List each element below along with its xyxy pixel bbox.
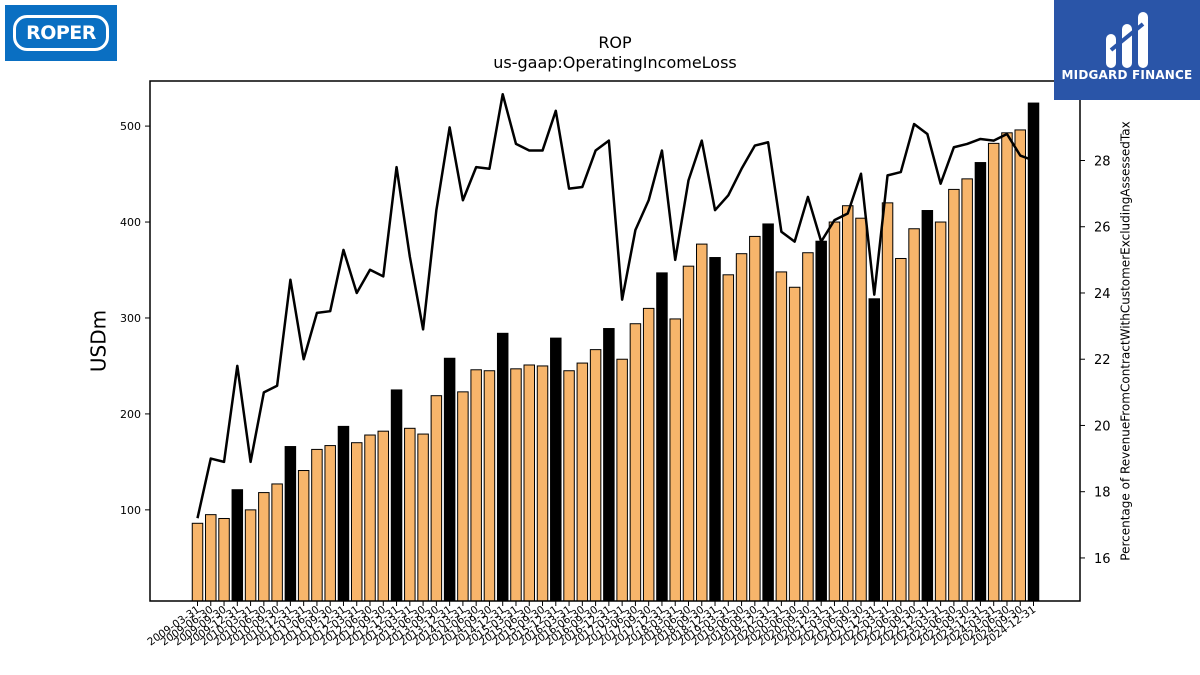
bar bbox=[735, 253, 748, 602]
bar bbox=[629, 323, 642, 602]
bars-group bbox=[191, 102, 1040, 602]
bar bbox=[576, 362, 589, 602]
bar bbox=[191, 522, 204, 602]
midgard-finance-logo: MIDGARD FINANCE bbox=[1054, 0, 1200, 100]
bar bbox=[417, 433, 429, 602]
bar bbox=[205, 514, 217, 602]
bar bbox=[536, 365, 549, 602]
bar bbox=[1027, 102, 1040, 602]
y-axis-label: USDm bbox=[87, 310, 111, 372]
y2-tick-label: 26 bbox=[1094, 221, 1111, 236]
bar bbox=[722, 274, 735, 602]
roper-logo-badge: ROPER bbox=[13, 15, 109, 51]
bar bbox=[828, 221, 841, 602]
bar bbox=[974, 162, 987, 602]
bar bbox=[1001, 132, 1013, 602]
midgard-logo-icon bbox=[1106, 12, 1148, 68]
roper-logo-text: ROPER bbox=[26, 22, 96, 44]
bar bbox=[749, 235, 761, 602]
bar bbox=[311, 448, 323, 602]
y2-tick-label: 20 bbox=[1094, 419, 1111, 434]
bar bbox=[855, 217, 867, 602]
bar bbox=[788, 286, 801, 602]
bar bbox=[430, 395, 443, 602]
bar bbox=[324, 445, 336, 602]
bar bbox=[337, 425, 350, 602]
bar bbox=[510, 368, 522, 602]
bar bbox=[616, 358, 628, 602]
bar bbox=[815, 240, 827, 602]
bar bbox=[841, 205, 854, 602]
bar bbox=[961, 178, 973, 602]
bar bbox=[271, 483, 283, 602]
bar bbox=[895, 257, 907, 602]
y2-axis-label: Percentage of RevenueFromContractWithCus… bbox=[1119, 121, 1133, 560]
bar bbox=[563, 370, 575, 602]
y2-tick-label: 28 bbox=[1094, 154, 1111, 169]
bar bbox=[589, 349, 602, 602]
y-tick-label: 200 bbox=[120, 408, 141, 421]
bar bbox=[218, 517, 230, 602]
bar bbox=[642, 307, 655, 602]
midgard-logo-text: MIDGARD FINANCE bbox=[1061, 68, 1193, 82]
bar bbox=[523, 364, 535, 602]
bar bbox=[470, 369, 482, 602]
bar bbox=[868, 298, 881, 602]
y2-tick-label: 16 bbox=[1094, 552, 1111, 567]
y-tick-label: 400 bbox=[120, 216, 141, 229]
bar bbox=[696, 243, 708, 602]
bar bbox=[258, 492, 270, 602]
chart-subtitle: us-gaap:OperatingIncomeLoss bbox=[493, 53, 737, 72]
y-tick-label: 300 bbox=[120, 312, 141, 325]
axes-group: 10020030040050016182022242628302009-03-3… bbox=[120, 80, 1111, 648]
bar bbox=[908, 228, 920, 602]
y-tick-label: 100 bbox=[120, 504, 141, 517]
bar bbox=[496, 332, 509, 602]
bar bbox=[483, 370, 496, 602]
bar bbox=[231, 489, 244, 602]
y-tick-label: 500 bbox=[120, 120, 141, 133]
bar bbox=[656, 272, 668, 602]
roper-logo: ROPER bbox=[5, 5, 117, 61]
bar bbox=[404, 427, 416, 602]
bar bbox=[244, 509, 257, 602]
bar bbox=[669, 318, 681, 602]
y2-tick-label: 22 bbox=[1094, 353, 1111, 368]
y2-tick-label: 18 bbox=[1094, 486, 1111, 501]
bar bbox=[457, 391, 469, 602]
line-group bbox=[196, 93, 1034, 519]
bar bbox=[934, 221, 947, 602]
chart-title: ROP bbox=[598, 33, 632, 52]
bar bbox=[443, 357, 456, 602]
bar bbox=[802, 252, 814, 602]
bar bbox=[390, 389, 403, 602]
bar bbox=[377, 430, 390, 602]
bar bbox=[881, 202, 894, 602]
bar bbox=[709, 257, 721, 602]
bar bbox=[921, 210, 934, 602]
plot-frame bbox=[149, 80, 1081, 602]
bar bbox=[1014, 129, 1026, 602]
bar bbox=[987, 142, 1000, 602]
bar bbox=[948, 188, 960, 602]
series-line bbox=[196, 93, 1034, 519]
bar bbox=[603, 328, 615, 602]
bar bbox=[775, 271, 788, 602]
y2-tick-label: 24 bbox=[1094, 287, 1111, 302]
bar bbox=[550, 337, 562, 602]
bar bbox=[364, 434, 376, 602]
bar bbox=[762, 223, 774, 602]
bar bbox=[350, 442, 363, 602]
bar bbox=[297, 470, 310, 602]
bar bbox=[284, 446, 297, 602]
bar bbox=[682, 265, 695, 602]
